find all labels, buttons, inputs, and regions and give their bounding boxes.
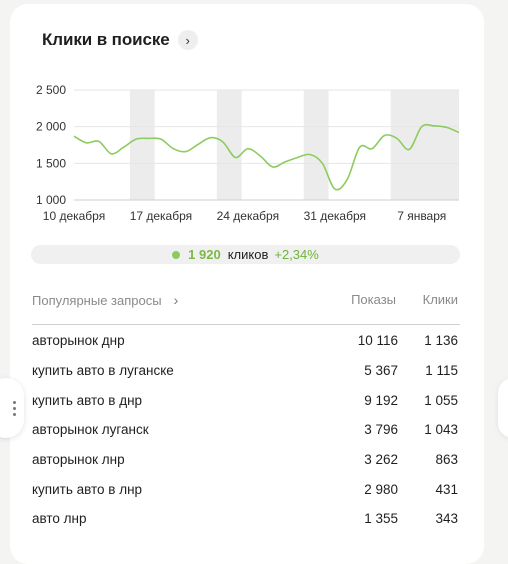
- chevron-right-icon[interactable]: ›: [178, 30, 198, 50]
- x-tick-label: 10 декабря: [43, 209, 105, 223]
- clicks-cell: 343: [435, 511, 458, 526]
- query-cell: купить авто в днр: [32, 393, 142, 408]
- queries-table: авторынок днр 10 116 1 136 купить авто в…: [32, 326, 458, 534]
- summary-label: кликов: [228, 247, 269, 262]
- clicks-chart: 2 500 2 000 1 500 1 000 10 декабря 17 декабря…: [0, 78, 508, 228]
- table-row[interactable]: авторынок днр 10 116 1 136: [32, 326, 458, 356]
- weekend-band: [217, 90, 242, 200]
- shows-cell: 3 262: [364, 452, 398, 467]
- column-header-clicks: Клики: [423, 292, 458, 307]
- weekend-band: [391, 90, 459, 200]
- popular-queries-link[interactable]: Популярные запросы ›: [32, 292, 178, 308]
- clicks-cell: 431: [435, 482, 458, 497]
- column-header-shows: Показы: [351, 292, 396, 307]
- shows-cell: 1 355: [364, 511, 398, 526]
- chevron-right-icon: ›: [174, 292, 179, 308]
- table-row[interactable]: купить авто в лнр 2 980 431: [32, 474, 458, 504]
- table-row[interactable]: авторынок луганск 3 796 1 043: [32, 415, 458, 445]
- query-cell: авторынок луганск: [32, 422, 149, 437]
- drag-dots-icon: [13, 401, 16, 416]
- widget-title: Клики в поиске: [42, 30, 170, 50]
- table-header: Популярные запросы › Показы Клики: [32, 292, 458, 312]
- popular-queries-label: Популярные запросы: [32, 293, 162, 308]
- x-tick-label: 7 января: [397, 209, 446, 223]
- summary-delta: +2,34%: [274, 247, 318, 262]
- table-row[interactable]: купить авто в луганске 5 367 1 115: [32, 356, 458, 386]
- table-row[interactable]: авто лнр 1 355 343: [32, 504, 458, 534]
- clicks-cell: 1 115: [425, 363, 458, 378]
- query-cell: авторынок лнр: [32, 452, 125, 467]
- query-cell: купить авто в луганске: [32, 363, 174, 378]
- y-tick-label: 1 000: [36, 193, 66, 207]
- table-header-divider: [32, 324, 460, 325]
- shows-cell: 10 116: [358, 333, 398, 348]
- query-cell: авторынок днр: [32, 333, 125, 348]
- shows-cell: 5 367: [364, 363, 398, 378]
- query-cell: купить авто в лнр: [32, 482, 142, 497]
- clicks-cell: 1 055: [424, 393, 458, 408]
- y-tick-label: 2 000: [36, 120, 66, 134]
- summary-bar: 1 920 кликов +2,34%: [31, 245, 460, 264]
- shows-cell: 2 980: [364, 482, 398, 497]
- x-tick-label: 17 декабря: [130, 209, 192, 223]
- series-dot-icon: [172, 251, 180, 259]
- table-row[interactable]: купить авто в днр 9 192 1 055: [32, 385, 458, 415]
- clicks-cell: 863: [435, 452, 458, 467]
- drag-handle[interactable]: [0, 378, 24, 438]
- clicks-cell: 1 043: [424, 422, 458, 437]
- shows-cell: 3 796: [364, 422, 398, 437]
- adjacent-card-edge: [498, 378, 508, 438]
- query-cell: авто лнр: [32, 511, 87, 526]
- x-tick-label: 31 декабря: [304, 209, 366, 223]
- weekend-band: [304, 90, 329, 200]
- y-tick-label: 1 500: [36, 156, 66, 170]
- table-row[interactable]: авторынок лнр 3 262 863: [32, 445, 458, 475]
- shows-cell: 9 192: [364, 393, 398, 408]
- clicks-cell: 1 136: [424, 333, 458, 348]
- y-tick-label: 2 500: [36, 83, 66, 97]
- widget-header: Клики в поиске ›: [42, 30, 198, 50]
- weekend-band: [130, 90, 155, 200]
- x-tick-label: 24 декабря: [217, 209, 279, 223]
- summary-value: 1 920: [188, 247, 221, 262]
